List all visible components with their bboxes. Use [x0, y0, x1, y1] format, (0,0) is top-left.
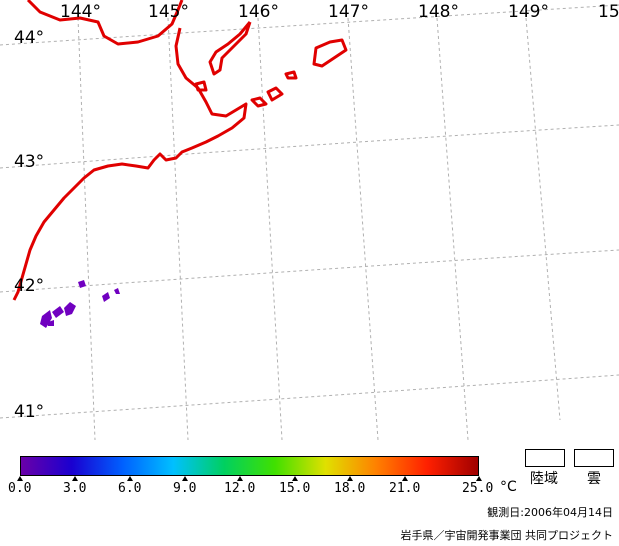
sst-patch: [114, 288, 120, 294]
sst-patch: [48, 320, 54, 326]
tick-mark: [402, 476, 408, 481]
land-key-swatch: [525, 449, 565, 467]
land-key-label: 陸域: [530, 471, 558, 487]
tick-mark: [347, 476, 353, 481]
scale-tick-label: 12.0: [224, 481, 256, 496]
scale-tick-label: 6.0: [118, 481, 142, 496]
tick-mark: [237, 476, 243, 481]
temperature-color-scale: [20, 456, 479, 476]
longitude-line-149: [525, 17, 561, 421]
kunashiri-islet-2: [266, 86, 284, 102]
tick-mark: [292, 476, 298, 481]
scale-tick-label: 3.0: [63, 481, 87, 496]
etorofu-island: [312, 38, 348, 68]
latitude-label: 44°: [14, 28, 45, 48]
longitude-line-145: [167, 17, 189, 440]
scale-tick-label: 0.0: [8, 481, 32, 496]
latitude-line-41: [0, 374, 619, 419]
hokkaido-north-coast: [26, 0, 184, 46]
cloud-key-label: 雲: [587, 471, 601, 487]
temperature-unit: °C: [500, 479, 517, 495]
latitude-label: 41°: [14, 402, 45, 422]
scale-tick-label: 15.0: [279, 481, 311, 496]
sst-patch: [102, 292, 110, 302]
longitude-label: 144°: [60, 2, 101, 22]
scale-tick-label: 9.0: [173, 481, 197, 496]
kunashiri-islet-1: [250, 96, 268, 108]
cloud-key-swatch: [574, 449, 614, 467]
longitude-label: 145°: [148, 2, 189, 22]
scale-tick-label: 25.0: [462, 481, 494, 496]
shiretoko-peninsula: [208, 21, 252, 76]
coastline: [12, 0, 348, 301]
tick-mark: [182, 476, 188, 481]
tick-mark: [72, 476, 78, 481]
latitude-label: 42°: [14, 276, 45, 296]
longitude-line-148: [436, 17, 469, 440]
nemuro-coast: [12, 27, 248, 301]
latitude-line-43: [0, 124, 619, 169]
sst-patch: [40, 310, 52, 328]
longitude-label: 146°: [238, 2, 279, 22]
longitude-line-147: [347, 17, 379, 440]
longitude-label: 15: [598, 2, 619, 22]
longitude-line-144: [77, 17, 96, 440]
map-canvas: [0, 0, 619, 440]
observation-date: 観測日:2006年04月14日: [487, 506, 613, 519]
longitude-label: 148°: [418, 2, 459, 22]
islet-4: [194, 80, 208, 92]
sst-patch: [64, 302, 76, 316]
sst-patch: [52, 306, 64, 318]
graticule: [0, 4, 619, 440]
islet-3: [284, 70, 298, 80]
longitude-line-146: [257, 17, 283, 440]
latitude-line-44: [0, 4, 619, 46]
longitude-label: 149°: [508, 2, 549, 22]
sst-patches: [40, 280, 120, 328]
tick-mark: [127, 476, 133, 481]
latitude-label: 43°: [14, 152, 45, 172]
credit-line: 岩手県／宇宙開発事業団 共同プロジェクト: [400, 529, 614, 542]
tick-mark: [17, 476, 23, 481]
tick-mark: [476, 476, 482, 481]
latitude-line-42: [0, 249, 619, 293]
longitude-label: 147°: [328, 2, 369, 22]
sst-patch: [78, 280, 86, 288]
scale-tick-label: 18.0: [334, 481, 366, 496]
scale-tick-label: 21.0: [389, 481, 421, 496]
